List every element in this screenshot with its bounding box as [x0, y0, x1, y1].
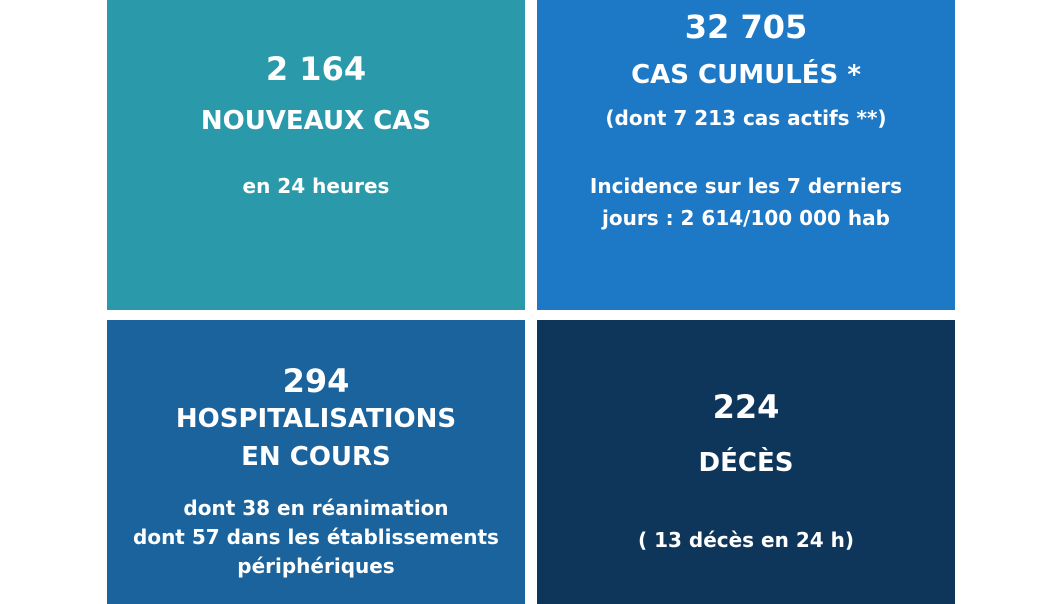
cumulative-cases-label: CAS CUMULÉS * — [631, 60, 861, 90]
icu-detail: dont 38 en réanimation — [183, 496, 449, 520]
active-cases-detail: (dont 7 213 cas actifs **) — [605, 106, 887, 130]
deaths-tile: 224 DÉCÈS ( 13 décès en 24 h) — [537, 320, 955, 604]
deaths-detail: ( 13 décès en 24 h) — [637, 528, 854, 552]
hospitalisations-label: HOSPITALISATIONS EN COURS — [176, 400, 456, 476]
cumulative-cases-value: 32 705 — [684, 8, 808, 46]
hospitalisations-tile: 294 HOSPITALISATIONS EN COURS dont 38 en… — [107, 320, 525, 604]
new-cases-label: NOUVEAUX CAS — [200, 106, 432, 136]
new-cases-tile: 2 164 NOUVEAUX CAS en 24 heures — [107, 0, 525, 310]
hospitalisations-value: 294 — [282, 362, 350, 400]
new-cases-value: 2 164 — [265, 50, 367, 88]
incidence-text: Incidence sur les 7 derniers jours : 2 6… — [590, 170, 902, 234]
peripheral-detail-2: périphériques — [237, 554, 395, 578]
deaths-value: 224 — [712, 388, 780, 426]
incidence-line-2: jours : 2 614/100 000 hab — [602, 206, 890, 230]
hospitalisations-label-line-1: HOSPITALISATIONS — [175, 404, 457, 434]
peripheral-detail-1: dont 57 dans les établissements — [133, 525, 499, 549]
hospitalisations-detail: dont 38 en réanimation dont 57 dans les … — [133, 494, 499, 581]
hospitalisations-label-line-2: EN COURS — [241, 442, 391, 472]
incidence-line-1: Incidence sur les 7 derniers — [589, 174, 903, 198]
cumulative-cases-tile: 32 705 CAS CUMULÉS * (dont 7 213 cas act… — [537, 0, 955, 310]
new-cases-detail: en 24 heures — [242, 174, 390, 198]
deaths-label: DÉCÈS — [698, 448, 794, 478]
